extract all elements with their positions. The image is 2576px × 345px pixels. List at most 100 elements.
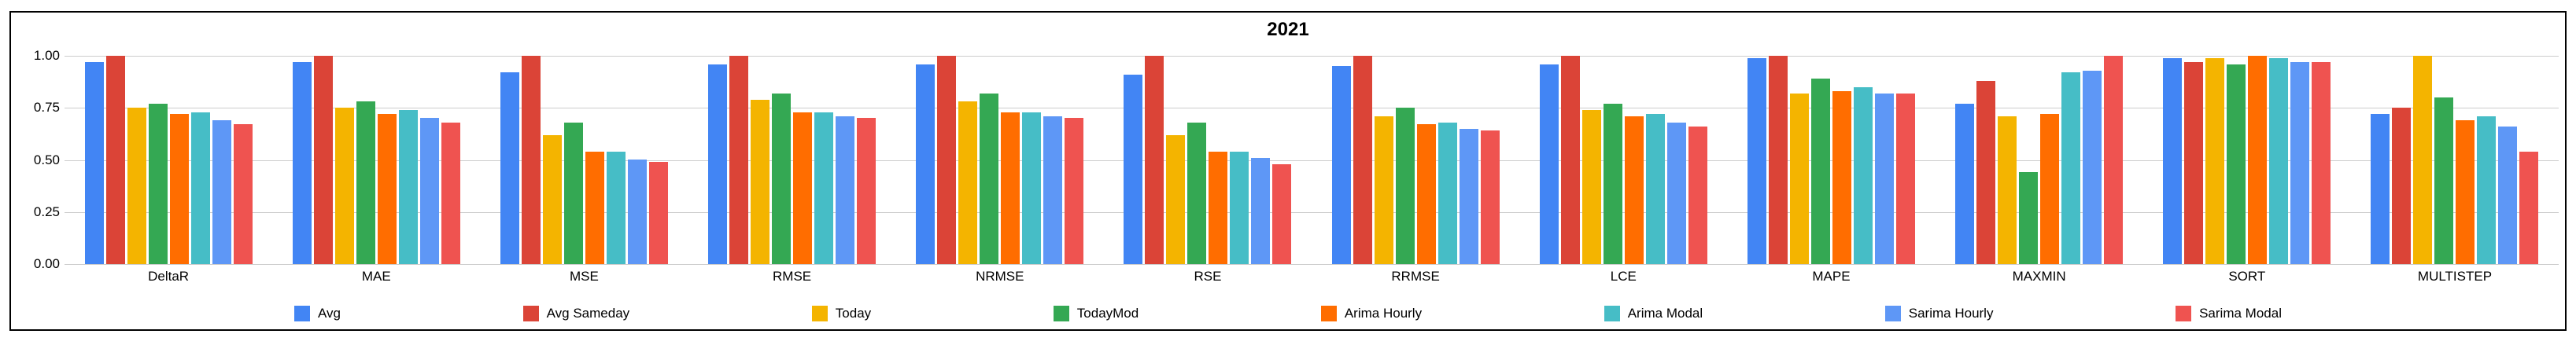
bar-avg[interactable] (2371, 114, 2390, 264)
bar-arima-hourly[interactable] (377, 114, 397, 264)
bar-arima-modal[interactable] (1645, 114, 1665, 264)
bar-avg-sameday[interactable] (313, 56, 333, 264)
bar-avg[interactable] (292, 62, 312, 264)
bar-todaymod[interactable] (1810, 79, 1830, 264)
bar-arima-modal[interactable] (2477, 116, 2497, 264)
bar-avg-sameday[interactable] (729, 56, 749, 264)
bar-avg-sameday[interactable] (1768, 56, 1788, 264)
bar-today[interactable] (1374, 116, 1393, 264)
bar-avg-sameday[interactable] (1353, 56, 1372, 264)
gridline (65, 160, 2559, 161)
bar-avg[interactable] (1124, 75, 1143, 264)
bar-sarima-hourly[interactable] (2290, 62, 2310, 264)
bar-arima-hourly[interactable] (2456, 120, 2475, 264)
bar-sarima-hourly[interactable] (1043, 116, 1063, 264)
bar-sarima-hourly[interactable] (627, 160, 647, 264)
bar-todaymod[interactable] (980, 94, 999, 264)
bar-sarima-modal[interactable] (441, 123, 460, 264)
bar-arima-modal[interactable] (1437, 123, 1457, 264)
bar-avg-sameday[interactable] (2184, 62, 2204, 264)
bar-avg[interactable] (84, 62, 104, 264)
legend-item-arima-modal: Arima Modal (1604, 306, 1703, 321)
bar-today[interactable] (751, 100, 770, 264)
bar-sarima-modal[interactable] (1480, 130, 1500, 264)
bar-today[interactable] (2205, 58, 2225, 264)
bar-avg[interactable] (1539, 64, 1559, 264)
bar-arima-hourly[interactable] (2248, 56, 2268, 264)
bar-avg[interactable] (2163, 58, 2183, 264)
bar-sarima-modal[interactable] (2104, 56, 2124, 264)
bar-avg[interactable] (708, 64, 728, 264)
bar-sarima-hourly[interactable] (419, 118, 439, 264)
bar-todaymod[interactable] (2434, 97, 2454, 264)
bar-arima-hourly[interactable] (1001, 112, 1020, 264)
bar-arima-hourly[interactable] (169, 114, 189, 264)
bar-todaymod[interactable] (563, 123, 583, 264)
bar-sarima-hourly[interactable] (2083, 71, 2102, 264)
bar-avg-sameday[interactable] (2392, 108, 2412, 264)
bar-sarima-modal[interactable] (1688, 127, 1707, 264)
bar-todaymod[interactable] (1187, 123, 1207, 264)
bar-sarima-modal[interactable] (1065, 118, 1084, 264)
legend-item-sarima-hourly: Sarima Hourly (1884, 306, 1994, 321)
bar-sarima-hourly[interactable] (1874, 94, 1894, 264)
bar-arima-modal[interactable] (2269, 58, 2289, 264)
bar-arima-modal[interactable] (2061, 72, 2081, 264)
bar-sarima-modal[interactable] (2519, 152, 2539, 264)
bar-today[interactable] (1166, 135, 1186, 264)
bar-arima-hourly[interactable] (793, 112, 813, 264)
bar-sarima-modal[interactable] (2312, 62, 2331, 264)
bar-today[interactable] (1998, 116, 2017, 264)
bar-sarima-hourly[interactable] (212, 120, 231, 264)
bar-arima-hourly[interactable] (1416, 124, 1436, 264)
bar-avg-sameday[interactable] (521, 56, 541, 264)
bar-today[interactable] (2413, 56, 2433, 264)
bar-arima-modal[interactable] (814, 112, 834, 264)
bar-today[interactable] (542, 135, 562, 264)
bar-sarima-modal[interactable] (233, 124, 253, 264)
bar-avg[interactable] (916, 64, 936, 264)
bar-sarima-modal[interactable] (857, 118, 877, 264)
bar-arima-hourly[interactable] (1209, 152, 1228, 264)
bar-sarima-hourly[interactable] (2498, 127, 2518, 264)
bar-today[interactable] (334, 108, 354, 264)
bar-avg[interactable] (500, 72, 519, 264)
bar-arima-hourly[interactable] (2040, 114, 2060, 264)
bar-today[interactable] (958, 101, 978, 264)
bar-arima-hourly[interactable] (585, 152, 604, 264)
bar-sarima-modal[interactable] (648, 162, 668, 264)
bar-todaymod[interactable] (2019, 172, 2039, 264)
bar-arima-modal[interactable] (1022, 112, 1042, 264)
bar-arima-modal[interactable] (606, 152, 626, 264)
legend-label: Sarima Hourly (1908, 306, 1994, 321)
bar-avg[interactable] (1331, 66, 1351, 264)
bar-sarima-hourly[interactable] (836, 116, 855, 264)
bar-arima-modal[interactable] (1853, 87, 1873, 264)
bar-sarima-hourly[interactable] (1251, 158, 1271, 264)
bar-sarima-hourly[interactable] (1666, 123, 1686, 264)
bar-avg-sameday[interactable] (1145, 56, 1164, 264)
bar-today[interactable] (1789, 94, 1809, 264)
bar-todaymod[interactable] (1395, 108, 1415, 264)
bar-arima-hourly[interactable] (1624, 116, 1644, 264)
bar-todaymod[interactable] (2227, 64, 2246, 264)
bar-arima-modal[interactable] (190, 112, 210, 264)
bar-avg-sameday[interactable] (1560, 56, 1580, 264)
bar-todaymod[interactable] (356, 101, 375, 264)
bar-todaymod[interactable] (148, 104, 168, 264)
bar-sarima-modal[interactable] (1895, 94, 1915, 264)
bar-todaymod[interactable] (772, 94, 792, 264)
bar-todaymod[interactable] (1603, 104, 1622, 264)
bar-avg-sameday[interactable] (105, 56, 125, 264)
bar-avg-sameday[interactable] (937, 56, 957, 264)
bar-arima-hourly[interactable] (1832, 91, 1851, 264)
bar-sarima-modal[interactable] (1272, 164, 1292, 264)
bar-avg-sameday[interactable] (1976, 81, 1996, 264)
bar-arima-modal[interactable] (398, 110, 418, 264)
bar-avg[interactable] (1955, 104, 1975, 264)
bar-today[interactable] (127, 108, 146, 264)
bar-today[interactable] (1581, 110, 1601, 264)
bar-avg[interactable] (1747, 58, 1766, 264)
bar-sarima-hourly[interactable] (1459, 129, 1478, 264)
bar-arima-modal[interactable] (1230, 152, 1249, 264)
